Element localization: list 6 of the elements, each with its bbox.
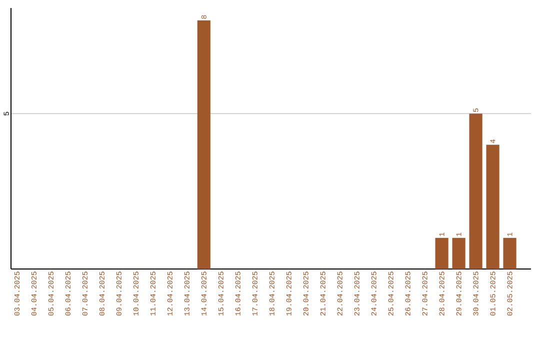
bar [486,144,500,269]
bar [435,238,448,269]
bar [469,114,482,269]
bar [452,238,466,269]
bar [197,20,210,269]
bar [503,238,516,269]
